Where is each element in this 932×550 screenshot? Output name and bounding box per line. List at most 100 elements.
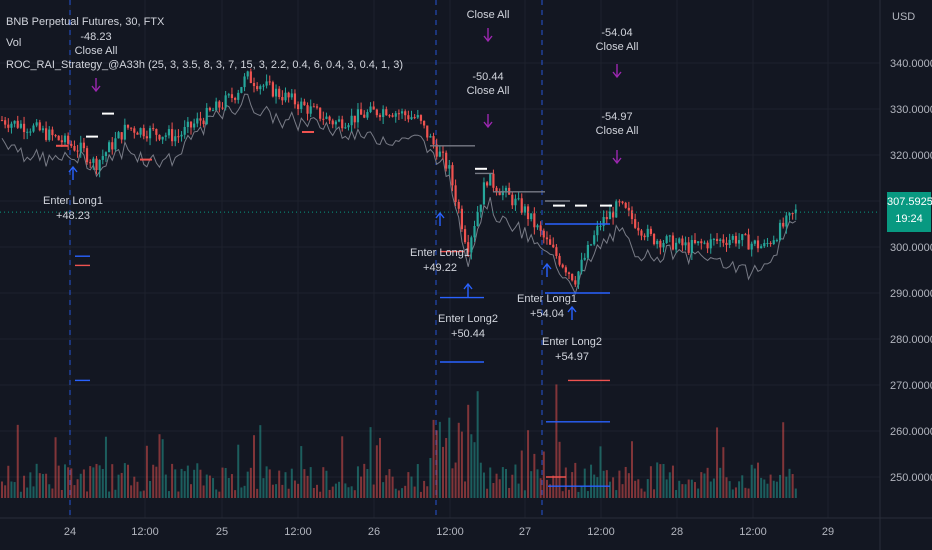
volume-bar <box>564 467 567 498</box>
volume-bar <box>265 466 268 498</box>
candle-body <box>51 129 54 136</box>
candle-body <box>756 240 760 249</box>
volume-bar <box>536 469 539 498</box>
volume-bar <box>766 483 769 498</box>
volume-bar <box>763 479 766 498</box>
candle-body <box>382 109 385 118</box>
volume-bar <box>312 487 315 498</box>
candle-body <box>656 240 659 245</box>
volume-bar <box>10 481 13 498</box>
volume-bar <box>375 445 378 498</box>
volume-bar <box>183 471 186 498</box>
volume-bar <box>703 473 706 498</box>
volume-bar <box>671 465 674 498</box>
candle-body <box>652 233 656 245</box>
volume-bar <box>706 467 709 498</box>
x-tick-label: 26 <box>368 526 380 538</box>
volume-bar <box>785 476 788 498</box>
volume-bar <box>334 483 337 498</box>
candle-body <box>10 123 13 128</box>
volume-bar <box>221 467 224 498</box>
volume-bar <box>35 463 38 498</box>
candle-body <box>441 151 445 153</box>
volume-bar <box>382 482 385 498</box>
volume-bar <box>347 487 350 498</box>
volume-bar <box>224 467 227 498</box>
volume-bar <box>227 478 230 498</box>
volume-bar <box>287 488 290 498</box>
candle-body <box>312 106 315 108</box>
volume-bar <box>747 488 750 498</box>
candle-body <box>73 145 76 151</box>
volume-bar <box>722 447 725 498</box>
y-tick-label: 260.0000 <box>890 426 932 438</box>
volume-bar <box>750 464 753 498</box>
candle-body <box>123 124 126 140</box>
candle-body <box>155 129 158 135</box>
volume-bar <box>448 417 451 498</box>
volume-bar <box>580 486 583 498</box>
trade-signal-label: Close All <box>467 85 510 97</box>
trade-value-label: -50.44 <box>472 71 503 83</box>
volume-bar <box>297 483 300 498</box>
volume-bar <box>668 472 671 498</box>
volume-bar <box>634 480 637 498</box>
trade-value-label: +50.44 <box>451 328 485 340</box>
candle-body <box>85 148 89 163</box>
volume-bar <box>73 485 76 498</box>
volume-bar <box>794 488 797 498</box>
candle-body <box>57 135 60 141</box>
candle-body <box>681 238 684 246</box>
volume-bar <box>728 481 731 498</box>
volume-bar <box>473 442 476 498</box>
volume-bar <box>653 489 656 498</box>
candle-body <box>152 128 155 130</box>
volume-bar <box>445 438 448 498</box>
trade-signal-label: Enter Long1 <box>517 293 577 305</box>
candle-body <box>646 228 649 238</box>
x-tick-label: 28 <box>671 526 683 538</box>
candle-body <box>643 235 646 238</box>
candle-body <box>608 211 612 220</box>
volume-bar <box>338 481 341 498</box>
volume-bar <box>82 469 85 498</box>
candle-body <box>63 135 67 143</box>
candle-body <box>142 128 145 137</box>
volume-bar <box>133 476 136 498</box>
candle-body <box>457 201 460 209</box>
volume-bar <box>627 473 630 498</box>
volume-bar <box>558 441 561 498</box>
candle-body <box>139 128 142 135</box>
candle-body <box>435 144 438 157</box>
volume-bar <box>527 430 530 498</box>
exit-arrow-head <box>483 35 493 43</box>
volume-bar <box>180 468 183 498</box>
candle-body <box>60 140 63 143</box>
volume-bar <box>479 462 482 498</box>
volume-bar <box>665 479 668 498</box>
candle-body <box>738 240 741 244</box>
candle-body <box>495 187 498 193</box>
trade-signal-label: Enter Long2 <box>542 336 602 348</box>
y-tick-label: 300.0000 <box>890 242 932 254</box>
candle-body <box>378 115 382 118</box>
candle-body <box>117 132 120 139</box>
candle-body <box>760 246 763 249</box>
candle-body <box>246 71 249 77</box>
volume-bar <box>495 473 498 498</box>
candle-body <box>627 207 630 211</box>
trade-signal-label: Enter Long2 <box>438 313 498 325</box>
x-tick-label: 29 <box>822 526 834 538</box>
volume-bar <box>199 469 202 498</box>
candle-body <box>297 104 300 110</box>
volume-bar <box>590 464 593 498</box>
volume-bar <box>237 444 240 498</box>
volume-bar <box>341 436 344 498</box>
candle-body <box>552 244 555 248</box>
volume-bar <box>379 437 381 498</box>
volume-bar <box>325 470 328 498</box>
candle-body <box>788 213 791 216</box>
volume-bar <box>678 480 681 498</box>
candle-body <box>621 201 624 203</box>
